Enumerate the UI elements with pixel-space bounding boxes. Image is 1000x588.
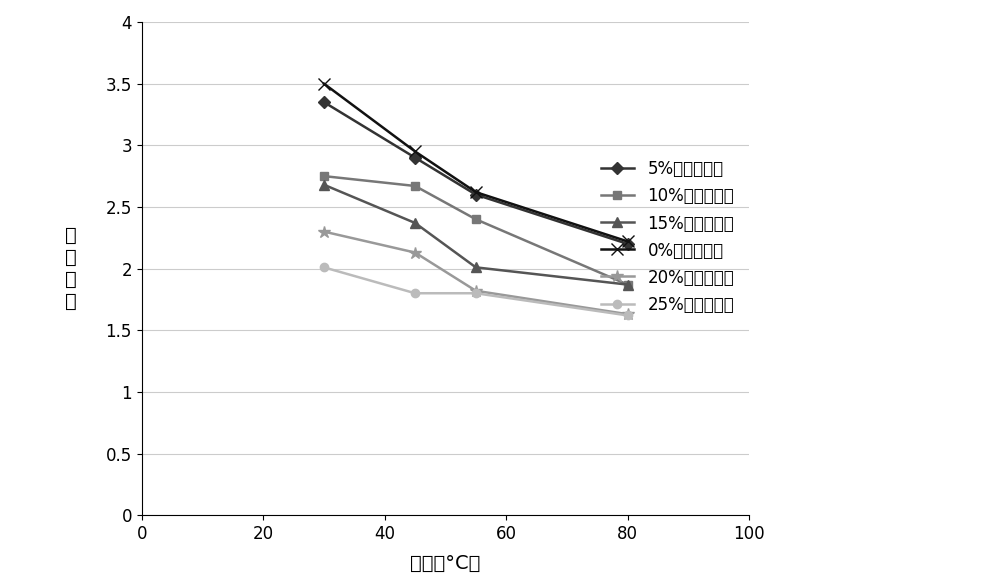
Line: 20%乙醇溶液下: 20%乙醇溶液下 (318, 225, 634, 320)
Line: 15%乙醇溶液下: 15%乙醇溶液下 (319, 180, 633, 289)
5%乙醇溶液下 (318, 99, 330, 106)
25%乙醇溶液下 (622, 312, 634, 319)
25%乙醇溶液下 (470, 290, 482, 297)
20%乙醇溶液下 (318, 228, 330, 235)
0%乙醇溶液下 (622, 238, 634, 245)
Line: 0%乙醇溶液下: 0%乙醇溶液下 (318, 78, 634, 248)
15%乙醇溶液下 (318, 181, 330, 188)
Line: 10%乙醇溶液下: 10%乙醇溶液下 (320, 172, 632, 289)
0%乙醇溶液下 (318, 80, 330, 87)
5%乙醇溶液下 (622, 240, 634, 248)
5%乙醇溶液下 (470, 191, 482, 198)
15%乙醇溶液下 (470, 264, 482, 271)
Line: 5%乙醇溶液下: 5%乙醇溶液下 (320, 98, 632, 248)
Y-axis label: 气
味
等
级: 气 味 等 级 (65, 226, 77, 311)
20%乙醇溶液下 (409, 249, 421, 256)
Legend: 5%乙醇溶液下, 10%乙醇溶液下, 15%乙醇溶液下, 0%乙醇溶液下, 20%乙醇溶液下, 25%乙醇溶液下: 5%乙醇溶液下, 10%乙醇溶液下, 15%乙醇溶液下, 0%乙醇溶液下, 20… (594, 153, 741, 321)
15%乙醇溶液下 (622, 281, 634, 288)
Line: 25%乙醇溶液下: 25%乙醇溶液下 (320, 263, 632, 320)
0%乙醇溶液下 (470, 189, 482, 196)
X-axis label: 温度（°C）: 温度（°C） (410, 554, 481, 573)
20%乙醇溶液下 (470, 288, 482, 295)
0%乙醇溶液下 (409, 148, 421, 155)
5%乙醇溶液下 (409, 154, 421, 161)
10%乙醇溶液下 (318, 173, 330, 180)
10%乙醇溶液下 (470, 216, 482, 223)
10%乙醇溶液下 (409, 182, 421, 189)
25%乙醇溶液下 (409, 290, 421, 297)
25%乙醇溶液下 (318, 264, 330, 271)
15%乙醇溶液下 (409, 219, 421, 226)
20%乙醇溶液下 (622, 310, 634, 318)
10%乙醇溶液下 (622, 281, 634, 288)
